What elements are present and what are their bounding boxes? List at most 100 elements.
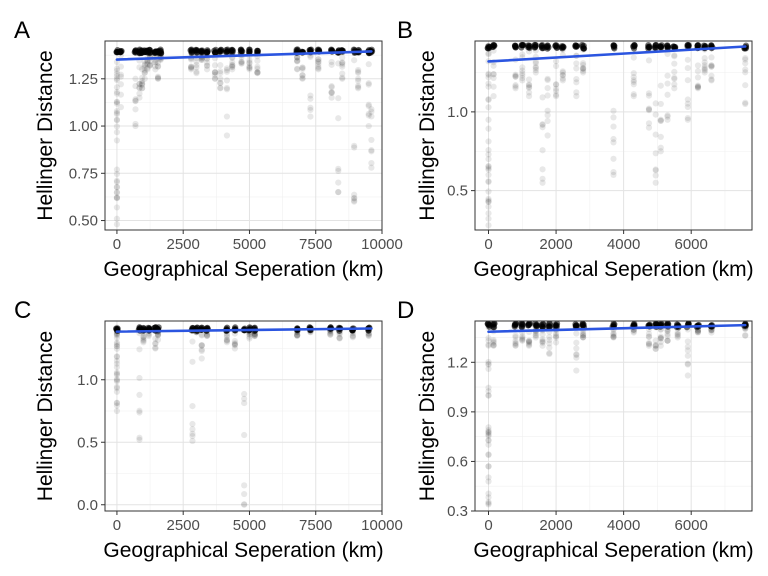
data-point [152, 345, 159, 352]
data-point [670, 43, 677, 50]
data-point [113, 360, 121, 367]
data-point [519, 336, 526, 344]
data-point [657, 335, 664, 342]
data-point [294, 332, 301, 339]
data-point [223, 339, 231, 346]
data-point [610, 171, 617, 178]
panel-border [474, 320, 753, 512]
panel-border [104, 40, 383, 231]
data-point [365, 330, 372, 337]
data-point [241, 501, 248, 508]
y-tick-label: 1.00 [69, 118, 98, 135]
data-point [579, 321, 586, 328]
data-point [141, 75, 148, 82]
data-point [538, 321, 545, 328]
y-axis-title: Hellinger Distance [416, 50, 439, 220]
data-point [251, 331, 258, 338]
y-axis-title: Hellinger Distance [416, 331, 439, 501]
data-point [684, 347, 691, 354]
y-axis-title: Hellinger Distance [34, 50, 57, 220]
data-point [351, 144, 358, 151]
data-point [154, 73, 162, 80]
data-point [113, 378, 121, 385]
data-point [349, 334, 356, 341]
data-point [328, 61, 335, 68]
data-point [664, 72, 671, 79]
data-point [339, 59, 346, 66]
data-point [146, 50, 154, 57]
data-point [664, 337, 671, 344]
data-point [193, 64, 200, 71]
data-point [684, 372, 691, 379]
data-point [573, 351, 580, 359]
data-point [246, 335, 253, 342]
data-point [241, 395, 248, 402]
x-tick-label: 2500 [167, 517, 200, 534]
data-point [519, 72, 526, 79]
data-point [246, 64, 253, 71]
data-point [671, 52, 678, 59]
data-point [546, 350, 553, 358]
data-point [294, 65, 301, 72]
data-point [491, 321, 498, 327]
data-point [579, 46, 587, 53]
data-point [113, 357, 121, 364]
data-point [113, 364, 121, 371]
data-point [552, 333, 560, 340]
data-point [485, 156, 492, 163]
data-point [657, 117, 664, 124]
data-point [485, 392, 492, 399]
data-point [525, 82, 533, 89]
data-point [485, 71, 492, 78]
data-point [490, 83, 497, 90]
data-point [485, 388, 492, 395]
data-point [203, 62, 211, 69]
data-point [223, 132, 231, 139]
data-point [539, 94, 546, 101]
data-point [132, 96, 139, 103]
data-point [694, 327, 702, 334]
data-point [519, 321, 526, 327]
data-point [544, 92, 551, 99]
data-point [294, 329, 301, 336]
data-point [335, 188, 342, 196]
data-point [539, 338, 546, 345]
data-point [152, 344, 159, 351]
data-point [525, 93, 533, 100]
data-point [579, 334, 587, 341]
data-point [579, 67, 587, 75]
data-point [572, 321, 579, 328]
trend-line [487, 45, 747, 63]
data-point [223, 66, 231, 74]
data-point [525, 89, 533, 96]
data-point [117, 63, 125, 70]
panel-letter: D [397, 297, 414, 324]
data-point [512, 332, 519, 339]
data-point [328, 89, 335, 96]
data-point [579, 61, 587, 69]
data-point [552, 334, 560, 341]
data-point [545, 322, 553, 330]
data-point [684, 42, 691, 49]
data-point [519, 334, 526, 341]
data-point [113, 324, 121, 332]
data-point [299, 64, 306, 71]
data-point [532, 66, 539, 74]
data-point [355, 77, 362, 84]
data-point [485, 96, 492, 104]
data-point [485, 430, 492, 437]
data-point [113, 184, 121, 191]
data-point [544, 132, 551, 139]
data-point [610, 139, 617, 146]
data-point [694, 83, 702, 90]
data-point [251, 330, 258, 337]
data-point [573, 60, 580, 67]
data-point [231, 345, 238, 352]
data-point [512, 337, 519, 344]
data-point [573, 79, 580, 86]
data-point [241, 490, 248, 498]
data-point [664, 113, 671, 120]
x-tick-label: 6000 [675, 517, 708, 534]
data-point [671, 85, 678, 92]
data-point [512, 342, 519, 349]
